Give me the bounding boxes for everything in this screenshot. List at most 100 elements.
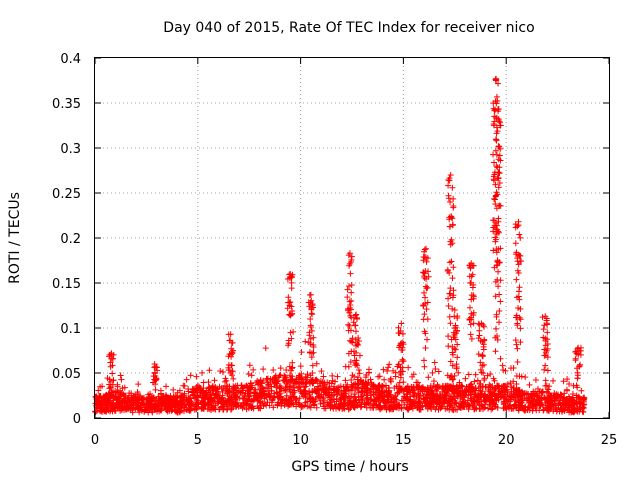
data-point <box>487 371 494 378</box>
data-point <box>412 396 419 403</box>
data-point <box>136 409 143 416</box>
data-point <box>447 385 454 392</box>
y-tick-label: 0 <box>73 412 81 427</box>
data-point <box>386 361 393 368</box>
data-point <box>498 393 505 400</box>
data-point <box>345 363 352 370</box>
data-point <box>449 184 456 191</box>
data-point <box>342 377 349 384</box>
data-point <box>247 402 254 409</box>
data-point <box>283 366 290 373</box>
data-point <box>480 370 487 377</box>
data-point <box>423 276 430 283</box>
data-point <box>448 258 455 265</box>
data-point <box>495 116 502 123</box>
data-point <box>492 75 499 82</box>
data-point <box>174 409 181 416</box>
data-point <box>269 396 276 403</box>
y-tick-label: 0.2 <box>60 232 81 247</box>
data-point <box>187 372 194 379</box>
data-point <box>183 406 190 413</box>
data-point <box>352 322 359 329</box>
data-point <box>398 405 405 412</box>
data-point <box>514 358 521 365</box>
data-point <box>92 409 99 416</box>
data-point <box>367 376 374 383</box>
data-point <box>430 378 437 385</box>
data-point <box>296 401 303 408</box>
data-point <box>326 402 333 409</box>
data-point <box>522 374 529 381</box>
data-point <box>474 377 481 384</box>
data-point <box>340 383 347 390</box>
data-point <box>217 367 224 374</box>
data-point <box>462 401 469 408</box>
data-point <box>423 306 430 313</box>
data-point <box>495 175 502 182</box>
data-point <box>507 365 514 372</box>
data-point <box>306 403 313 410</box>
data-point <box>117 372 124 379</box>
data-point <box>580 396 587 403</box>
data-point <box>391 385 398 392</box>
data-point <box>309 370 316 377</box>
data-point <box>199 400 206 407</box>
data-point <box>420 302 427 309</box>
data-point <box>493 325 500 332</box>
data-point <box>487 397 494 404</box>
data-point <box>194 385 201 392</box>
data-point <box>420 254 427 261</box>
data-point <box>115 403 122 410</box>
data-point <box>353 357 360 364</box>
data-point <box>273 378 280 385</box>
data-point <box>206 385 213 392</box>
data-point <box>139 400 146 407</box>
data-point <box>431 383 438 390</box>
data-point <box>535 396 542 403</box>
data-point <box>383 399 390 406</box>
data-point <box>513 276 520 283</box>
data-point <box>516 231 523 238</box>
data-point <box>146 400 153 407</box>
data-point <box>542 382 549 389</box>
data-point <box>225 367 232 374</box>
data-point <box>355 341 362 348</box>
data-point <box>348 297 355 304</box>
data-point <box>163 407 170 414</box>
data-point <box>391 395 398 402</box>
data-point <box>241 393 248 400</box>
data-point <box>263 384 270 391</box>
data-point <box>495 184 502 191</box>
data-point <box>404 390 411 397</box>
data-point <box>476 405 483 412</box>
data-point <box>573 350 580 357</box>
data-point <box>289 375 296 382</box>
data-point <box>313 390 320 397</box>
data-point <box>285 299 292 306</box>
data-point <box>200 392 207 399</box>
data-point <box>578 387 585 394</box>
data-point <box>447 290 454 297</box>
data-point <box>466 316 473 323</box>
data-point <box>422 294 429 301</box>
data-point <box>347 358 354 365</box>
data-point <box>109 394 116 401</box>
data-point <box>495 218 502 225</box>
data-point <box>309 362 316 369</box>
data-point <box>497 277 504 284</box>
data-point <box>318 391 325 398</box>
data-point <box>494 404 501 411</box>
data-point <box>346 283 353 290</box>
y-tick-label: 0.05 <box>52 367 81 382</box>
data-point <box>446 214 453 221</box>
data-point <box>307 335 314 342</box>
data-point <box>477 366 484 373</box>
data-point <box>473 397 480 404</box>
data-point <box>228 405 235 412</box>
data-point <box>500 404 507 411</box>
data-point <box>233 387 240 394</box>
data-point <box>510 378 517 385</box>
data-point <box>346 387 353 394</box>
data-point <box>216 395 223 402</box>
data-point <box>522 390 529 397</box>
